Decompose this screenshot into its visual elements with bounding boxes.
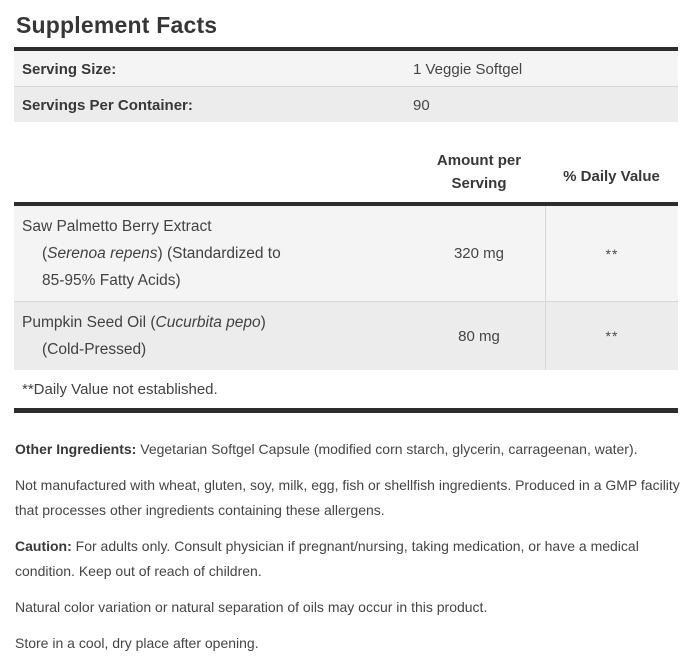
ingredient-name-line: (Cold-Pressed): [42, 341, 147, 358]
nutrient-row: Pumpkin Seed Oil (Cucurbita pepo) (Cold-P…: [14, 301, 678, 370]
page-title: Supplement Facts: [16, 12, 218, 38]
serving-row-label: Servings Per Container:: [22, 97, 193, 114]
serving-row-value: 1 Veggie Softgel: [413, 61, 523, 78]
serving-row: Serving Size: 1 Veggie Softgel: [14, 49, 678, 87]
serving-row: Servings Per Container: 90: [14, 86, 678, 122]
note-label: Other Ingredients:: [15, 441, 137, 457]
note-paragraph: Other Ingredients: Vegetarian Softgel Ca…: [15, 441, 638, 457]
ingredient-daily-value: **: [545, 206, 678, 301]
column-headers: Amount per Serving % Daily Value: [14, 122, 678, 202]
note-paragraph: Caution: For adults only. Consult physic…: [15, 538, 639, 579]
serving-row-value: 90: [413, 97, 430, 114]
serving-row-label: Serving Size:: [22, 61, 117, 78]
ingredient-name-line: Saw Palmetto Berry Extract: [22, 218, 212, 235]
percent-daily-value-header: % Daily Value: [563, 168, 660, 185]
notes-section: Other Ingredients: Vegetarian Softgel Ca…: [14, 437, 682, 656]
note-label: Caution:: [15, 538, 72, 554]
ingredient-daily-value: **: [545, 302, 678, 370]
note-paragraph: Store in a cool, dry place after opening…: [15, 635, 259, 651]
note-paragraph: Natural color variation or natural separ…: [15, 599, 488, 615]
ingredient-name: Pumpkin Seed Oil (Cucurbita pepo) (Cold-P…: [14, 302, 413, 370]
ingredient-name-line: (Serenoa repens) (Standardized to: [42, 245, 281, 262]
note-paragraph: Not manufactured with wheat, gluten, soy…: [15, 477, 680, 518]
ingredient-amount: 80 mg: [458, 327, 500, 345]
ingredient-name: Saw Palmetto Berry Extract (Serenoa repen…: [14, 206, 413, 301]
ingredient-amount: 320 mg: [453, 245, 505, 262]
ingredient-name-line: 85-95% Fatty Acids): [42, 272, 181, 289]
nutrient-row: Saw Palmetto Berry Extract (Serenoa repen…: [14, 206, 678, 301]
ingredient-name-line: Pumpkin Seed Oil (Cucurbita pepo): [22, 314, 266, 331]
amount-per-serving-header: Amount per Serving: [436, 152, 522, 192]
daily-value-footnote: **Daily Value not established.: [14, 370, 678, 408]
serving-info-table: Serving Size: 1 Veggie Softgel Servings Pe…: [14, 47, 678, 122]
nutrient-table: Saw Palmetto Berry Extract (Serenoa repen…: [14, 202, 678, 413]
